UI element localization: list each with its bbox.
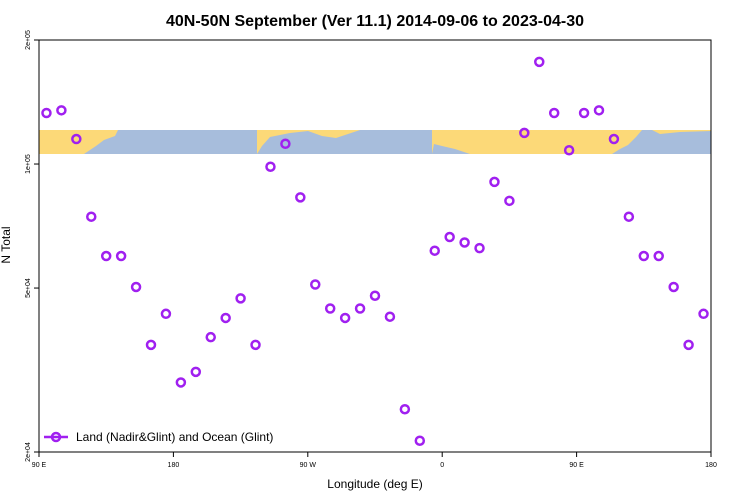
legend: Land (Nadir&Glint) and Ocean (Glint) [44, 430, 273, 444]
data-point [683, 339, 694, 351]
map-landmass [652, 130, 711, 134]
data-point [384, 311, 396, 322]
data-point [563, 145, 575, 156]
data-point [399, 403, 411, 415]
y-tick-label: 2e+04 [25, 442, 32, 462]
x-tick-label: 180 [168, 462, 180, 469]
chart-title: 40N-50N September (Ver 11.1) 2014-09-06 … [166, 13, 584, 30]
x-axis-label: Longitude (deg E) [327, 477, 422, 491]
data-point [459, 237, 470, 248]
y-tick-label: 1e+05 [25, 154, 32, 174]
data-point [608, 133, 620, 145]
y-axis-label: N Total [0, 226, 13, 263]
data-point [41, 107, 52, 119]
data-point [235, 293, 246, 304]
data-point [100, 250, 112, 262]
data-point [160, 308, 172, 320]
x-tick-label: 90 E [569, 462, 584, 469]
data-point [578, 107, 590, 119]
data-point [339, 312, 351, 324]
data-point [504, 195, 515, 207]
data-point [56, 105, 67, 116]
data-point [175, 377, 187, 388]
data-point [310, 279, 321, 290]
x-tick-label: 180 [705, 462, 717, 469]
data-point [250, 339, 261, 351]
data-point [205, 331, 216, 343]
data-point [489, 176, 500, 188]
data-point [220, 312, 231, 324]
data-point [71, 133, 82, 145]
data-point [653, 250, 664, 262]
data-point [519, 127, 530, 139]
legend-marker [50, 431, 62, 443]
data-point [668, 281, 679, 293]
map-landmass [257, 130, 360, 154]
x-axis: 90 E 180 90 W 0 90 E 180 [32, 452, 717, 469]
map-band [39, 130, 711, 154]
x-tick-label: 0 [440, 462, 444, 469]
data-point [130, 281, 142, 293]
data-point [324, 303, 336, 314]
data-point [190, 366, 202, 378]
data-point [548, 107, 560, 119]
data-points [41, 56, 709, 446]
legend-label: Land (Nadir&Glint) and Ocean (Glint) [76, 430, 273, 444]
data-point [623, 211, 635, 222]
map-landmass [432, 130, 642, 154]
plot-frame [38, 39, 712, 453]
data-point [265, 161, 276, 172]
data-point [145, 339, 157, 351]
x-tick-label: 90 E [32, 462, 47, 469]
y-tick-label: 5e+04 [25, 278, 32, 298]
data-point [474, 242, 485, 254]
x-tick-label: 90 W [300, 462, 317, 469]
data-point [593, 105, 605, 116]
data-point [414, 435, 426, 446]
data-point [115, 250, 127, 262]
y-axis: 2e+04 5e+04 1e+05 2e+05 [25, 30, 39, 462]
data-point [534, 56, 545, 68]
data-point [86, 211, 97, 222]
data-point [698, 308, 709, 320]
data-point [295, 192, 306, 203]
data-point [638, 250, 650, 262]
data-point [444, 231, 455, 243]
data-point [280, 138, 291, 149]
data-point [354, 303, 366, 314]
data-point [369, 290, 381, 301]
y-tick-label: 2e+05 [25, 30, 32, 50]
data-point [429, 245, 440, 256]
